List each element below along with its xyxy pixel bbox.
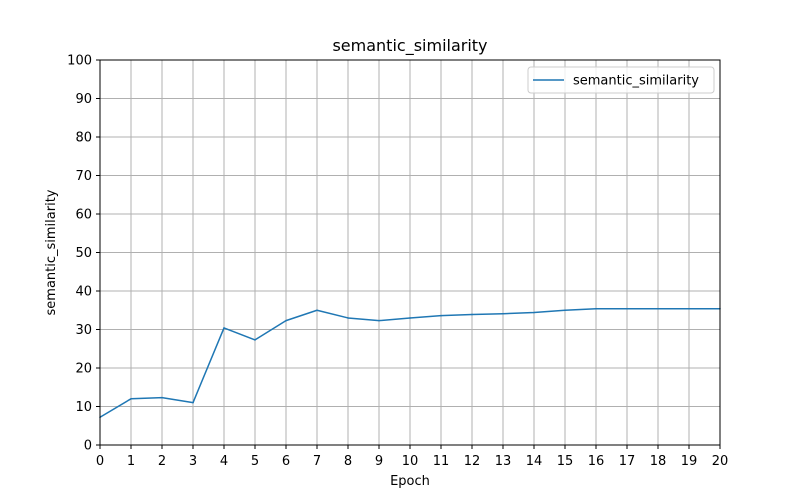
data-point [595,307,597,310]
x-tick-label: 20 [712,454,729,469]
data-point [440,314,442,317]
y-axis-ticks: 0 10 20 30 40 50 60 70 80 90 100 [67,54,100,454]
y-tick-label: 10 [75,400,92,415]
x-tick-label: 19 [681,454,698,469]
data-point [471,313,473,316]
y-tick-label: 0 [84,439,92,454]
x-axis-title: Epoch [390,474,430,489]
data-point [254,339,256,341]
data-point [688,307,690,310]
y-tick-label: 100 [67,54,92,69]
data-point [564,309,566,312]
data-point [316,309,318,312]
y-tick-label: 90 [75,92,92,107]
y-axis-title: semantic_similarity [44,189,59,315]
x-tick-label: 9 [375,454,383,469]
x-tick-label: 1 [127,454,135,469]
y-tick-label: 80 [75,131,92,146]
x-tick-label: 13 [495,454,512,469]
y-tick-label: 70 [75,169,92,184]
data-point [657,307,659,310]
x-tick-label: 12 [464,454,481,469]
chart-title: semantic_similarity [332,36,487,56]
x-tick-label: 17 [619,454,636,469]
y-tick-label: 40 [75,285,92,300]
data-point [533,311,535,314]
x-tick-label: 7 [313,454,321,469]
data-point [130,398,132,400]
data-point [626,307,628,310]
data-point [223,327,225,329]
x-tick-label: 10 [402,454,419,469]
x-tick-label: 8 [344,454,352,469]
x-tick-label: 11 [433,454,450,469]
data-point [409,317,411,319]
x-tick-label: 14 [526,454,543,469]
data-point [378,319,380,322]
data-point [192,401,194,404]
x-tick-label: 6 [282,454,290,469]
data-point [347,317,349,319]
x-axis-ticks: 0 1 2 3 4 5 6 7 8 9 10 11 12 13 14 15 16 17 18 19 20 [96,445,728,469]
data-point [502,312,504,315]
x-tick-label: 0 [96,454,104,469]
series-layer [99,307,721,419]
x-tick-label: 18 [650,454,667,469]
legend-box [527,66,715,94]
y-tick-label: 60 [75,208,92,223]
x-tick-label: 2 [158,454,166,469]
data-point [161,396,163,399]
x-tick-label: 5 [251,454,259,469]
x-tick-label: 4 [220,454,228,469]
x-tick-label: 3 [189,454,197,469]
y-tick-label: 30 [75,323,92,338]
x-tick-label: 15 [557,454,574,469]
y-tick-label: 20 [75,362,92,377]
y-tick-label: 50 [75,246,92,261]
legend-label: semantic_similarity [573,74,699,89]
legend: semantic_similarity [527,66,715,94]
grid [99,59,721,446]
data-point [285,319,287,322]
x-tick-label: 16 [588,454,605,469]
